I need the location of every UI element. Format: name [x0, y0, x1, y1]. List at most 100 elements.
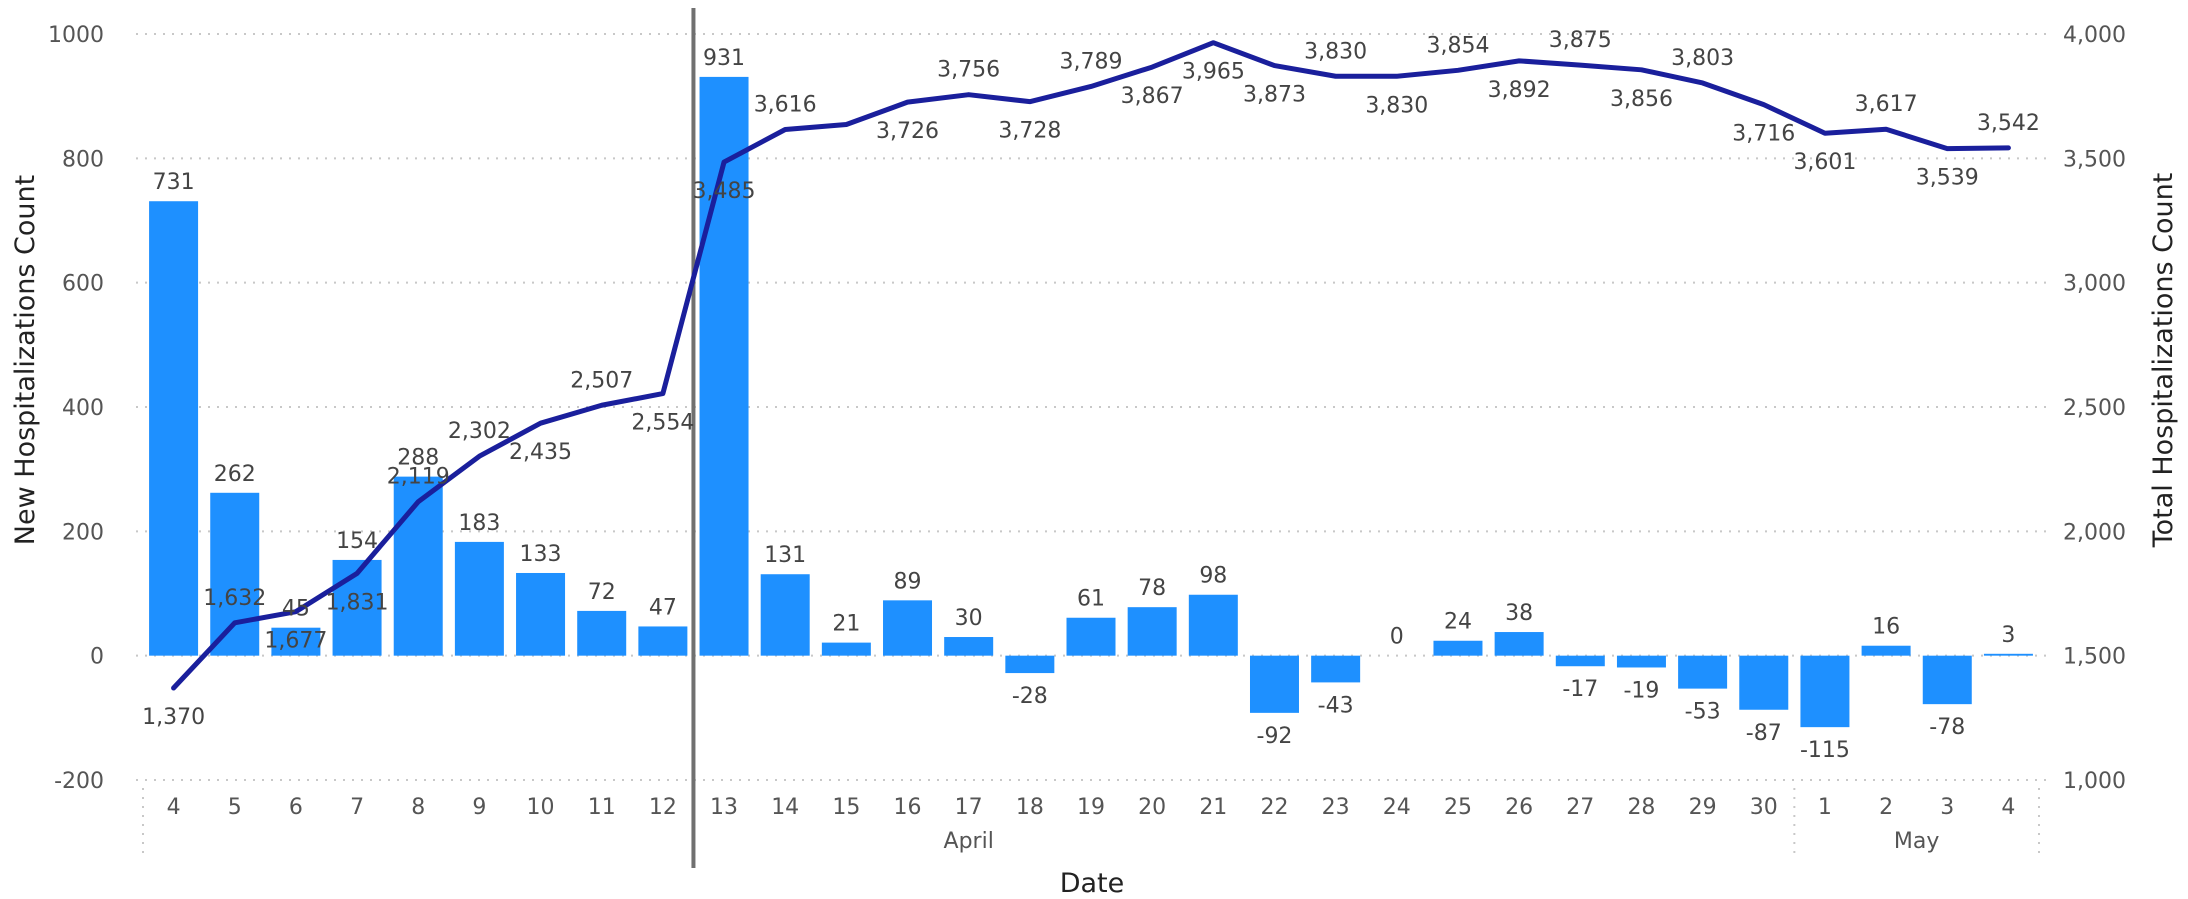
bar — [1922, 655, 1972, 705]
y-tick-label-left: -200 — [54, 769, 104, 794]
bar-data-label: -92 — [1257, 724, 1293, 749]
bar — [1188, 594, 1238, 656]
x-tick-label: 18 — [1016, 795, 1044, 820]
line-data-label: 2,507 — [570, 368, 633, 393]
bar — [1433, 640, 1483, 656]
y-tick-label-right: 3,500 — [2063, 147, 2126, 172]
bar-data-label: 78 — [1138, 576, 1166, 601]
bar — [760, 574, 810, 656]
line-data-label: 3,856 — [1610, 87, 1673, 112]
x-tick-label: 2 — [1879, 795, 1893, 820]
x-tick-label: 20 — [1138, 795, 1166, 820]
data-labels: 731262451542881831337247931131218930-286… — [142, 28, 2040, 763]
bar — [1311, 655, 1361, 683]
y-tick-label-right: 2,500 — [2063, 396, 2126, 421]
bar — [454, 541, 504, 656]
bar — [516, 572, 566, 656]
x-tick-label: 26 — [1505, 795, 1533, 820]
bar — [577, 610, 627, 656]
line-data-label: 3,728 — [998, 119, 1061, 144]
x-tick-label: 28 — [1627, 795, 1655, 820]
x-axis: 4 5 6 7 8 9 10 11 12 13 14 15 16 17 18 19 20 21 22 23 24 25 26… — [142, 788, 2040, 858]
bar-data-label: 98 — [1199, 564, 1227, 589]
bar-data-label: 30 — [955, 606, 983, 631]
line-data-label: 3,830 — [1304, 39, 1367, 64]
bar — [1494, 632, 1544, 656]
x-tick-label: 15 — [832, 795, 860, 820]
bar-data-label: 288 — [397, 446, 439, 471]
line-series — [171, 8, 2011, 868]
month-label: April — [944, 829, 994, 854]
line-data-label: 1,370 — [142, 705, 205, 730]
x-tick-label: 22 — [1260, 795, 1288, 820]
line-data-label: 3,485 — [693, 179, 756, 204]
bar-data-label: 89 — [894, 569, 922, 594]
bar-data-label: -53 — [1685, 700, 1721, 725]
bar-data-label: 731 — [153, 170, 195, 195]
bar-data-label: -115 — [1800, 738, 1850, 763]
x-tick-label: 8 — [411, 795, 425, 820]
line-data-label: 3,867 — [1121, 84, 1184, 109]
line-data-label: 1,677 — [264, 629, 327, 654]
y-tick-label-right: 4,000 — [2063, 23, 2126, 48]
x-tick-label: 4 — [167, 795, 181, 820]
line-data-label: 3,965 — [1182, 60, 1245, 85]
bar — [1555, 655, 1605, 667]
bar — [1249, 655, 1299, 713]
y-axis-left-title: New Hospitalizations Count — [10, 175, 41, 545]
line-data-label: 2,554 — [631, 411, 694, 436]
line-data-label: 1,831 — [326, 590, 389, 615]
x-tick-label: 14 — [771, 795, 799, 820]
bar-data-label: 16 — [1872, 615, 1900, 640]
month-label: May — [1894, 829, 1939, 854]
y-tick-label-right: 1,000 — [2063, 769, 2126, 794]
bar-data-label: 45 — [282, 597, 310, 622]
bar — [393, 476, 443, 656]
bar — [699, 76, 749, 656]
x-tick-label: 3 — [1940, 795, 1954, 820]
bar-data-label: -17 — [1562, 677, 1598, 702]
line-data-label: 3,789 — [1060, 49, 1123, 74]
bar — [944, 637, 994, 656]
x-axis-title: Date — [1060, 868, 1125, 899]
y-tick-label-right: 2,000 — [2063, 520, 2126, 545]
total-hospitalizations-line — [171, 40, 2011, 691]
x-tick-label: 1 — [1818, 795, 1832, 820]
line-data-label: 3,892 — [1488, 78, 1551, 103]
bar-data-label: 183 — [458, 511, 500, 536]
x-tick-label: 12 — [649, 795, 677, 820]
y-tick-label-left: 400 — [62, 396, 104, 421]
bar — [1127, 607, 1177, 656]
line-data-label: 3,873 — [1243, 83, 1306, 108]
y-tick-label-left: 0 — [90, 645, 104, 670]
line-data-label: 3,756 — [937, 58, 1000, 83]
bar — [1739, 655, 1789, 710]
bar-data-label: -28 — [1012, 684, 1048, 709]
bar-data-label: 131 — [764, 543, 806, 568]
bar — [1983, 653, 2033, 656]
line-data-label: 3,542 — [1977, 111, 2040, 136]
x-tick-label: 11 — [588, 795, 616, 820]
x-tick-label: 9 — [472, 795, 486, 820]
x-tick-label: 17 — [955, 795, 983, 820]
y-tick-label-left: 600 — [62, 272, 104, 297]
bar — [1861, 645, 1911, 656]
bar-data-label: 154 — [336, 529, 378, 554]
bar-data-label: 47 — [649, 595, 677, 620]
bar-data-label: -43 — [1318, 693, 1354, 718]
line-data-label: 3,854 — [1426, 33, 1489, 58]
line-data-label: 1,632 — [203, 586, 266, 611]
bar-data-label: 262 — [214, 462, 256, 487]
bar — [1678, 655, 1728, 689]
bar-data-label: 21 — [832, 612, 860, 637]
bar-data-label: 133 — [520, 542, 562, 567]
line-data-label: 3,716 — [1732, 122, 1795, 147]
x-tick-label: 23 — [1322, 795, 1350, 820]
x-tick-label: 29 — [1689, 795, 1717, 820]
bar — [210, 492, 260, 656]
y-tick-label-left: 1000 — [48, 23, 104, 48]
x-tick-label: 30 — [1750, 795, 1778, 820]
bar — [149, 201, 199, 656]
bar-data-label: 38 — [1505, 601, 1533, 626]
line-data-label: 3,616 — [754, 92, 817, 117]
